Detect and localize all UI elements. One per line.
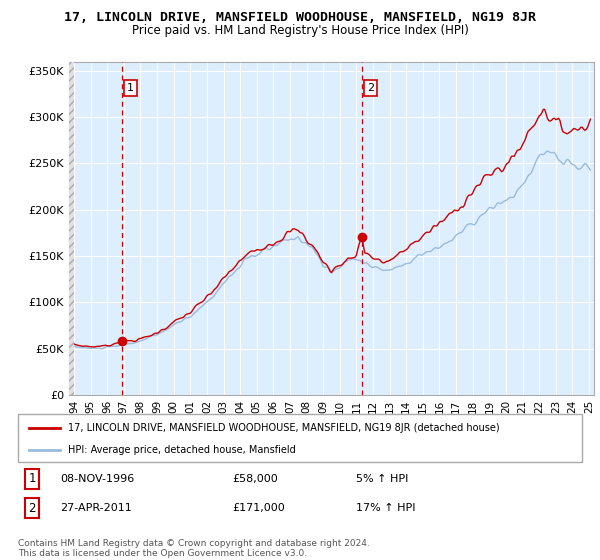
- Text: 17, LINCOLN DRIVE, MANSFIELD WOODHOUSE, MANSFIELD, NG19 8JR: 17, LINCOLN DRIVE, MANSFIELD WOODHOUSE, …: [64, 11, 536, 24]
- Text: 2: 2: [367, 83, 374, 93]
- Text: Contains HM Land Registry data © Crown copyright and database right 2024.
This d: Contains HM Land Registry data © Crown c…: [18, 539, 370, 558]
- Text: 17, LINCOLN DRIVE, MANSFIELD WOODHOUSE, MANSFIELD, NG19 8JR (detached house): 17, LINCOLN DRIVE, MANSFIELD WOODHOUSE, …: [68, 423, 499, 433]
- Text: £58,000: £58,000: [232, 474, 278, 484]
- Text: 1: 1: [28, 472, 36, 486]
- Bar: [69, 62, 74, 395]
- Text: 5% ↑ HPI: 5% ↑ HPI: [356, 474, 409, 484]
- Text: 17% ↑ HPI: 17% ↑ HPI: [356, 503, 416, 513]
- Text: HPI: Average price, detached house, Mansfield: HPI: Average price, detached house, Mans…: [68, 445, 295, 455]
- Text: 27-APR-2011: 27-APR-2011: [60, 503, 132, 513]
- Text: Price paid vs. HM Land Registry's House Price Index (HPI): Price paid vs. HM Land Registry's House …: [131, 24, 469, 36]
- Text: £171,000: £171,000: [232, 503, 285, 513]
- FancyBboxPatch shape: [18, 414, 582, 462]
- Text: 1: 1: [127, 83, 134, 93]
- Text: 2: 2: [28, 502, 36, 515]
- Text: 08-NOV-1996: 08-NOV-1996: [60, 474, 134, 484]
